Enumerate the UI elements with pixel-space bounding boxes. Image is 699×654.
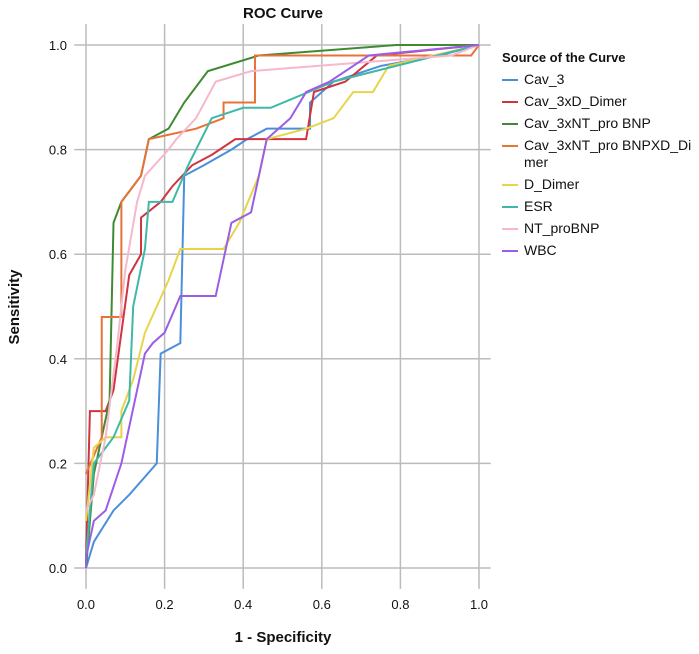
x-tick-label: 0.0 <box>77 597 95 612</box>
roc-line-cav-3xd-dimer <box>85 44 480 558</box>
y-tick-label: 1.0 <box>49 38 67 53</box>
x-tick-label: 0.4 <box>234 597 252 612</box>
legend-item: Cav_3xNT_pro BNP <box>502 115 694 132</box>
y-axis-label: Sensitivity <box>6 269 23 345</box>
x-tick-label: 0.2 <box>156 597 174 612</box>
legend-label: NT_proBNP <box>524 220 600 236</box>
y-tick-label: 0.4 <box>49 352 67 367</box>
legend-label: Cav_3xNT_pro BNP <box>524 115 651 131</box>
legend-swatch <box>502 79 518 81</box>
legend-label: Cav_3 <box>524 71 565 87</box>
legend-swatch <box>502 184 518 186</box>
roc-line-cav-3xnt-pro-bnpxd-dimer <box>85 44 480 475</box>
legend-item: ESR <box>502 198 694 215</box>
legend: Source of the Curve Cav_3 Cav_3xD_Dimer Ca… <box>502 50 694 264</box>
legend-swatch <box>502 250 518 252</box>
x-axis-label: 1 - Specificity <box>235 629 332 646</box>
legend-swatch <box>502 101 518 103</box>
legend-swatch <box>502 145 518 147</box>
legend-swatch <box>502 228 518 230</box>
legend-item: NT_proBNP <box>502 220 694 237</box>
legend-label: Cav_3xD_Dimer <box>524 93 627 109</box>
chart-title: ROC Curve <box>243 5 323 22</box>
legend-swatch <box>502 206 518 208</box>
y-tick-label: 0.8 <box>49 143 67 158</box>
legend-label: ESR <box>524 198 553 214</box>
x-tick-label: 0.8 <box>391 597 409 612</box>
roc-line-d-dimer <box>85 44 480 522</box>
roc-line-cav-3xnt-pro-bnp <box>85 44 479 569</box>
legend-item: Cav_3xNT_pro BNPXD_Dimer <box>502 137 694 171</box>
legend-item: WBC <box>502 242 694 259</box>
legend-label: Cav_3xNT_pro BNPXD_Dimer <box>524 137 692 170</box>
y-tick-label: 0.6 <box>49 247 67 262</box>
x-tick-label: 0.6 <box>313 597 331 612</box>
legend-swatch <box>502 123 518 125</box>
roc-line-cav-3 <box>85 44 480 569</box>
y-tick-label: 0.0 <box>49 561 67 576</box>
legend-item: Cav_3 <box>502 71 694 88</box>
roc-line-wbc <box>85 44 480 568</box>
x-tick-label: 1.0 <box>470 597 488 612</box>
legend-title: Source of the Curve <box>502 50 626 65</box>
legend-label: D_Dimer <box>524 176 580 192</box>
roc-line-esr <box>85 44 480 558</box>
legend-label: WBC <box>524 242 557 258</box>
legend-item: D_Dimer <box>502 176 694 193</box>
y-tick-label: 0.2 <box>49 456 67 471</box>
roc-line-nt-probnp <box>85 44 480 511</box>
legend-item: Cav_3xD_Dimer <box>502 93 694 110</box>
